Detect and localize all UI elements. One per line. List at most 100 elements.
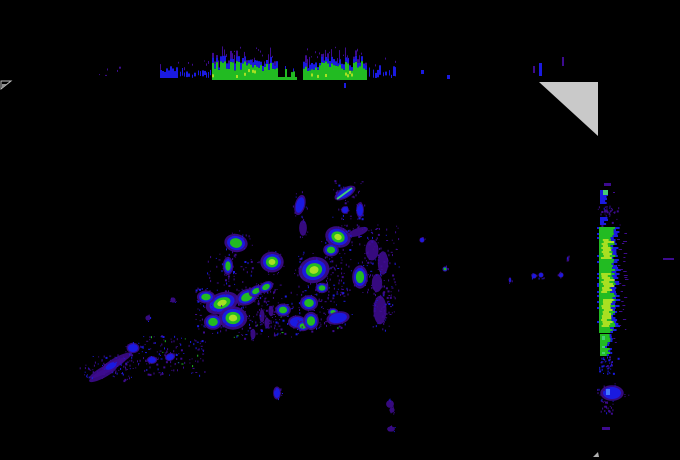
echo-speck xyxy=(307,231,309,233)
profile-bar xyxy=(611,289,616,291)
noise-speck xyxy=(359,236,362,237)
noise-speck xyxy=(198,348,200,351)
profile-peak xyxy=(602,283,613,285)
corner-handle-top-left[interactable] xyxy=(0,80,13,91)
echo-speck xyxy=(233,327,235,329)
strip-bar xyxy=(240,69,242,80)
noise-speck xyxy=(288,315,289,317)
echo-speck xyxy=(269,253,271,256)
noise-speck xyxy=(191,358,193,360)
echo-speck xyxy=(240,291,242,294)
echo-speck xyxy=(351,196,353,198)
profile-bar xyxy=(614,273,620,275)
strip-spike xyxy=(327,53,329,59)
profile-bar xyxy=(607,344,610,346)
echo-speck xyxy=(115,370,117,373)
strip-spike xyxy=(353,56,355,59)
noise-speck xyxy=(299,258,302,260)
echo-speck xyxy=(267,292,269,294)
noise-speck xyxy=(144,369,146,372)
noise-speck xyxy=(610,210,612,213)
echo-speck xyxy=(157,357,159,359)
profile-bar xyxy=(610,291,616,293)
echo-speck xyxy=(302,307,304,309)
noise-speck xyxy=(199,314,202,316)
noise-speck xyxy=(338,184,341,187)
noise-speck xyxy=(192,367,195,369)
noise-speck xyxy=(125,366,126,369)
noise-speck xyxy=(171,369,173,371)
noise-speck xyxy=(391,294,392,296)
noise-speck xyxy=(260,323,263,325)
profile-speck xyxy=(622,305,626,306)
echo-speck xyxy=(232,251,234,254)
echo-speck xyxy=(274,289,276,291)
noise-speck xyxy=(333,301,335,303)
echo-speck xyxy=(215,297,217,298)
echo-speck xyxy=(377,259,379,261)
strip-spike xyxy=(305,55,307,63)
noise-speck xyxy=(387,249,389,252)
strip-speck xyxy=(260,50,261,53)
noise-speck xyxy=(192,365,194,368)
echo-speck xyxy=(508,278,510,280)
noise-speck xyxy=(98,356,100,358)
strip-spike xyxy=(222,46,223,56)
echo-fringe xyxy=(145,315,151,321)
profile-bar xyxy=(597,291,599,293)
echo-speck xyxy=(295,193,297,195)
echo-speck xyxy=(317,327,319,329)
strip-bar xyxy=(359,66,361,80)
noise-speck xyxy=(258,300,260,303)
echo-speck xyxy=(263,322,264,324)
strip-bar xyxy=(335,65,337,80)
strip-spike xyxy=(216,55,218,58)
strip-bar xyxy=(262,65,264,71)
noise-speck xyxy=(373,302,375,304)
echo-speck xyxy=(332,241,334,242)
noise-speck xyxy=(328,290,330,293)
corner-handle-bottom-right[interactable] xyxy=(593,452,599,457)
strip-spike xyxy=(268,54,269,64)
noise-speck xyxy=(272,297,274,299)
noise-speck xyxy=(151,336,152,339)
echo-speck xyxy=(331,257,333,258)
echo-speck xyxy=(382,328,384,331)
echo-speck xyxy=(125,346,127,348)
strip-bar xyxy=(305,66,307,80)
echo-speck xyxy=(371,263,373,265)
noise-speck xyxy=(610,361,612,364)
echo-mid xyxy=(148,357,156,363)
strip-speck xyxy=(240,46,241,49)
profile-bar xyxy=(599,265,614,267)
noise-speck xyxy=(280,316,282,318)
noise-speck xyxy=(291,308,293,310)
noise-speck xyxy=(612,372,615,375)
echo-speck xyxy=(557,274,559,277)
echo-speck xyxy=(215,310,217,312)
noise-speck xyxy=(341,225,343,227)
echo-speck xyxy=(302,234,304,236)
profile-bar xyxy=(600,198,607,200)
noise-speck xyxy=(153,336,155,338)
strip-bar xyxy=(293,68,294,72)
noise-speck xyxy=(346,224,348,227)
noise-speck xyxy=(610,209,612,211)
echo-speck xyxy=(301,257,303,259)
noise-speck xyxy=(334,180,337,183)
echo-speck xyxy=(320,323,322,325)
strip-bar xyxy=(236,61,238,80)
strip-bar xyxy=(220,61,222,80)
corner-handle-top-left-inner[interactable] xyxy=(2,84,7,88)
strip-bar xyxy=(198,70,199,76)
echo-speck xyxy=(340,187,342,190)
strip-bar xyxy=(262,71,264,80)
noise-speck xyxy=(204,341,206,343)
noise-speck xyxy=(611,363,612,366)
profile-bar xyxy=(610,315,614,317)
noise-speck xyxy=(207,272,209,275)
noise-speck xyxy=(124,378,127,381)
echo-speck xyxy=(272,306,274,308)
noise-speck xyxy=(371,262,373,264)
